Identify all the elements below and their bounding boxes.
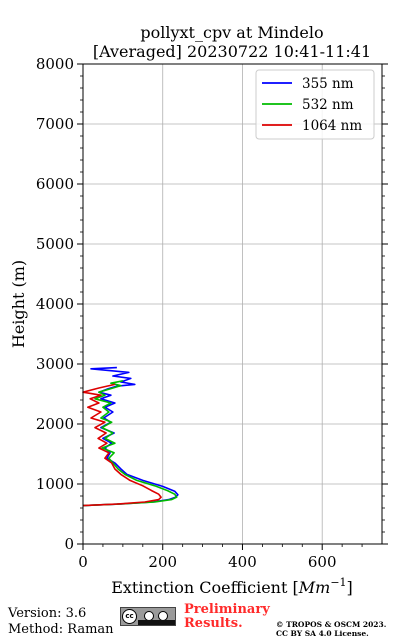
chart-title-line2: [Averaged] 20230722 10:41-11:41: [93, 42, 371, 61]
legend-box: [255, 69, 375, 140]
copyright-notice: © TROPOS & OSCM 2023. CC BY SA 4.0 Licen…: [276, 620, 386, 638]
legend-label-532: 532 nm: [302, 97, 354, 113]
x-tick-label: 200: [148, 553, 177, 571]
x-tick-label: 0: [78, 553, 88, 571]
legend: 355 nm 532 nm 1064 nm: [255, 69, 375, 140]
y-tick-label: 1000: [36, 475, 74, 493]
legend-label-355: 355 nm: [302, 76, 354, 92]
series-layer: [82, 366, 179, 507]
cc-license-badge-icon: cc: [120, 607, 176, 626]
y-tick-label: 8000: [36, 55, 74, 73]
copyright-line2: CC BY SA 4.0 License.: [276, 629, 369, 638]
y-axis-label: Height (m): [9, 260, 28, 348]
method-text: Method: Raman: [8, 622, 114, 637]
axis-ticks: 0 200 400 600010002000300040005000600070008…: [36, 55, 388, 571]
y-tick-label: 5000: [36, 235, 74, 253]
series-line-1064: [82, 383, 162, 507]
legend-label-1064: 1064 nm: [302, 118, 362, 134]
series-line-532: [82, 380, 178, 507]
x-axis-label: Extinction Coefficient [Mm−1]: [111, 576, 353, 597]
badge-strip: [138, 620, 175, 625]
cc-icon: cc: [122, 609, 137, 624]
y-tick-label: 3000: [36, 355, 74, 373]
preliminary-line1: Preliminary: [184, 602, 270, 617]
footer-info: Version: 3.6 Method: Raman: [8, 606, 114, 638]
y-tick-label: 2000: [36, 415, 74, 433]
chart-title-line1: pollyxt_cpv at Mindelo: [140, 23, 323, 42]
y-tick-label: 0: [64, 535, 74, 553]
y-tick-label: 4000: [36, 295, 74, 313]
x-tick-label: 600: [308, 553, 337, 571]
version-text: Version: 3.6: [8, 606, 87, 621]
y-tick-label: 7000: [36, 115, 74, 133]
y-tick-label: 6000: [36, 175, 74, 193]
copyright-line1: © TROPOS & OSCM 2023.: [276, 620, 387, 629]
preliminary-line2: Results.: [184, 616, 243, 631]
preliminary-notice: Preliminary Results.: [184, 603, 270, 631]
extinction-chart: pollyxt_cpv at Mindelo [Averaged] 202307…: [9, 23, 388, 597]
x-tick-label: 400: [228, 553, 257, 571]
